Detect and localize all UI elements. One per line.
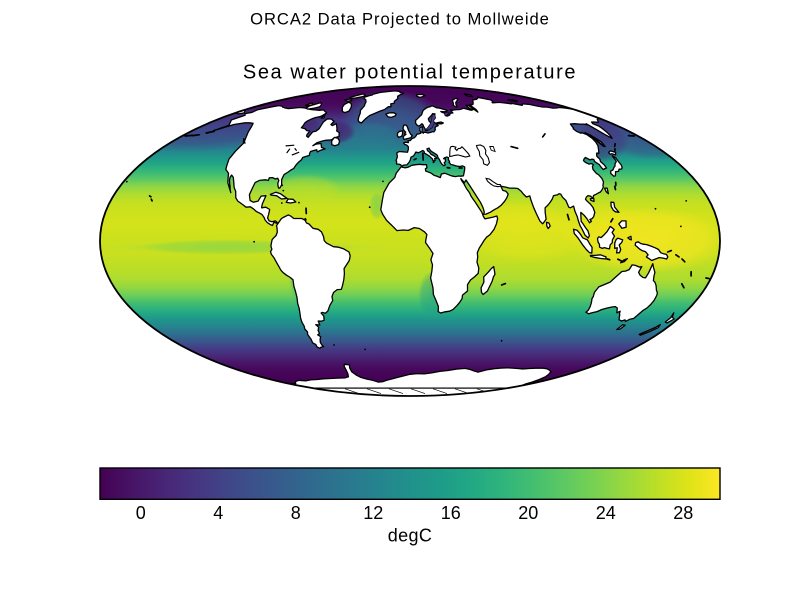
svg-text:0: 0 [136, 503, 146, 523]
svg-text:12: 12 [363, 503, 383, 523]
svg-text:20: 20 [518, 503, 538, 523]
svg-text:ORCA2 Data Projected to Mollwe: ORCA2 Data Projected to Mollweide [250, 9, 550, 28]
svg-text:Sea water potential temperatur: Sea water potential temperature [243, 62, 577, 84]
svg-text:16: 16 [441, 503, 461, 523]
svg-text:28: 28 [673, 503, 693, 523]
svg-text:8: 8 [291, 503, 301, 523]
svg-text:24: 24 [596, 503, 616, 523]
svg-text:4: 4 [213, 503, 223, 523]
svg-text:degC: degC [388, 526, 432, 546]
